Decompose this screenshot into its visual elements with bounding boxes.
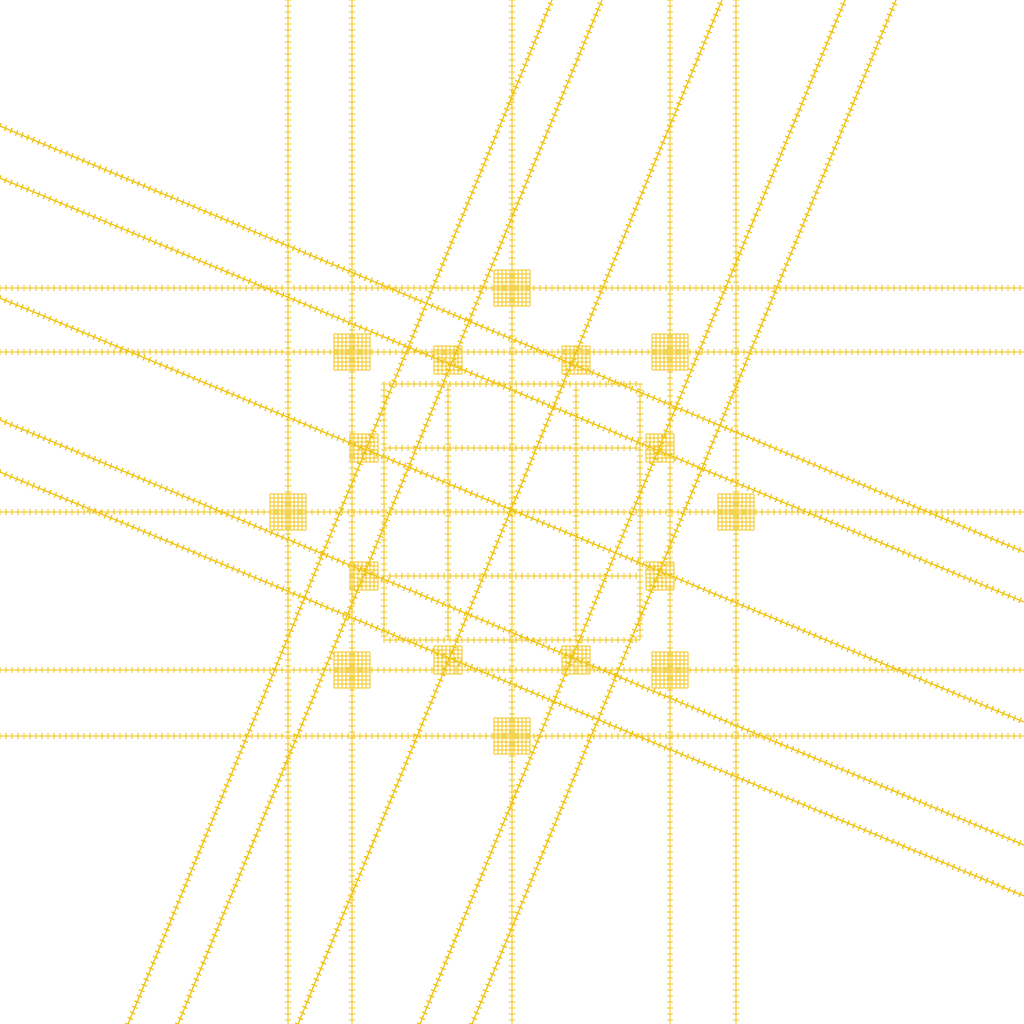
hatched-square-2 (333, 333, 371, 371)
hatched-cluster-7 (433, 645, 463, 675)
hatched-cluster-5 (349, 561, 379, 591)
hatched-square-3 (651, 333, 689, 371)
hatched-square-5 (717, 493, 755, 531)
ascending-diagonal-3 (294, 0, 724, 1024)
inner-border-bottom (383, 637, 640, 643)
hatched-square-6 (333, 651, 371, 689)
vertical-line-1 (285, 0, 291, 1024)
hatched-cluster-1 (433, 345, 463, 375)
ascending-diagonal-2 (174, 0, 604, 1024)
hatched-cluster-3 (349, 433, 379, 463)
vertical-line-5 (733, 0, 739, 1024)
inner-horizontal-2 (383, 573, 640, 579)
hatched-square-7 (651, 651, 689, 689)
descending-diagonal-3 (0, 294, 1024, 724)
hatched-cluster-4 (645, 433, 675, 463)
descending-diagonal-1 (0, 122, 1024, 554)
ascending-diagonal-4 (416, 0, 847, 1024)
inner-horizontal-1 (383, 445, 640, 451)
inner-vertical-1 (445, 383, 451, 640)
vertical-line-3 (509, 0, 515, 1024)
hatched-cluster-2 (561, 345, 591, 375)
inner-vertical-2 (573, 383, 579, 640)
hatched-square-1 (493, 269, 531, 307)
hatched-cluster-6 (645, 561, 675, 591)
hatched-square-4 (269, 493, 307, 531)
hatched-cluster-8 (561, 645, 591, 675)
descending-diagonal-4 (0, 416, 1024, 847)
hatched-square-8 (493, 717, 531, 755)
